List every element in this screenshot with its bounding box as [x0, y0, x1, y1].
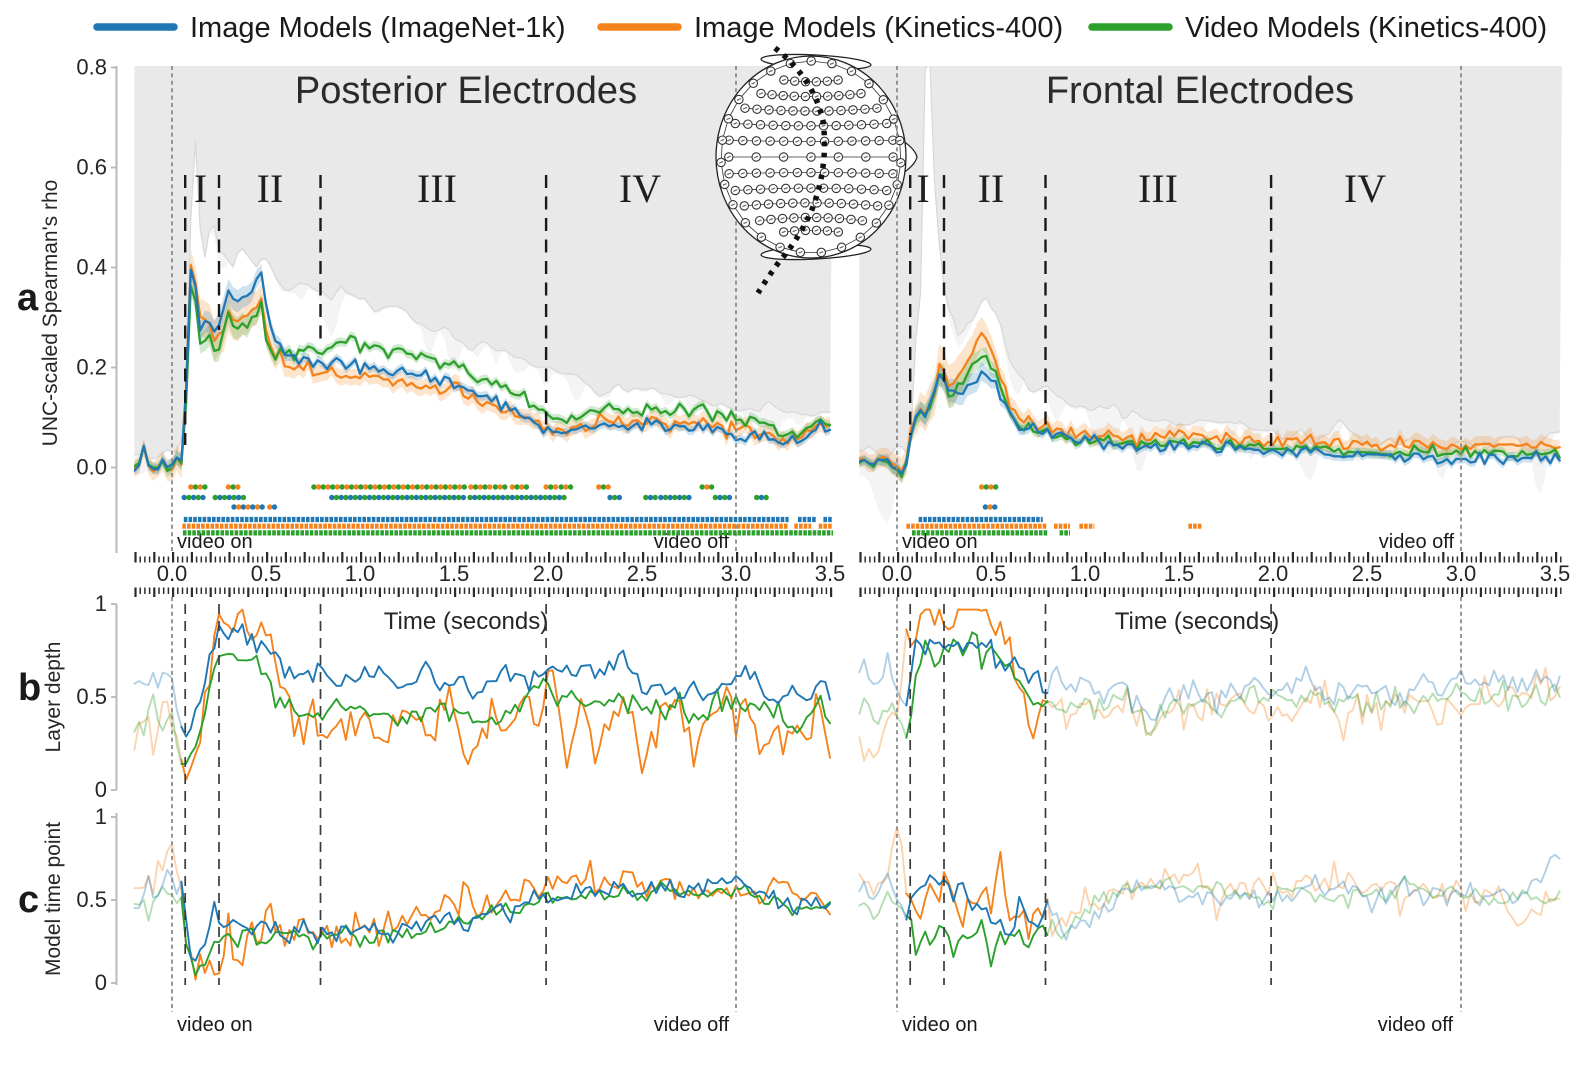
svg-text:video off: video off — [654, 531, 730, 553]
svg-text:2.0: 2.0 — [533, 561, 564, 586]
svg-text:0.5: 0.5 — [976, 561, 1007, 586]
svg-text:1: 1 — [95, 804, 107, 829]
svg-text:Video Models (Kinetics-400): Video Models (Kinetics-400) — [1185, 12, 1547, 44]
svg-text:III: III — [1138, 166, 1178, 211]
svg-text:Time (seconds): Time (seconds) — [384, 608, 548, 635]
svg-text:0.5: 0.5 — [251, 561, 282, 586]
svg-text:Image Models (ImageNet-1k): Image Models (ImageNet-1k) — [190, 12, 566, 44]
svg-text:I: I — [194, 166, 207, 211]
svg-text:IV: IV — [619, 166, 661, 211]
svg-text:1.5: 1.5 — [439, 561, 470, 586]
svg-text:1.0: 1.0 — [345, 561, 376, 586]
svg-text:1: 1 — [95, 591, 107, 616]
svg-text:video off: video off — [1379, 531, 1455, 553]
svg-text:3.5: 3.5 — [1540, 561, 1571, 586]
svg-text:0.6: 0.6 — [76, 155, 107, 180]
svg-text:3.0: 3.0 — [721, 561, 752, 586]
svg-text:video off: video off — [1378, 1014, 1454, 1036]
svg-text:IV: IV — [1344, 166, 1386, 211]
svg-text:II: II — [978, 166, 1005, 211]
svg-text:b: b — [18, 667, 41, 709]
svg-text:video on: video on — [177, 531, 253, 553]
svg-text:video on: video on — [177, 1014, 253, 1036]
svg-text:3.0: 3.0 — [1446, 561, 1477, 586]
svg-text:0.5: 0.5 — [76, 684, 107, 709]
svg-text:Posterior Electrodes: Posterior Electrodes — [295, 70, 637, 112]
svg-text:video off: video off — [654, 1014, 730, 1036]
svg-text:0.5: 0.5 — [76, 887, 107, 912]
svg-text:0.0: 0.0 — [882, 561, 913, 586]
svg-text:2.0: 2.0 — [1258, 561, 1289, 586]
svg-text:0.0: 0.0 — [76, 455, 107, 480]
svg-text:I: I — [916, 166, 929, 211]
svg-text:video on: video on — [902, 1014, 978, 1036]
svg-text:3.5: 3.5 — [815, 561, 846, 586]
svg-text:Image Models (Kinetics-400): Image Models (Kinetics-400) — [694, 12, 1063, 44]
svg-text:1.5: 1.5 — [1164, 561, 1195, 586]
svg-text:video on: video on — [902, 531, 978, 553]
svg-text:Time (seconds): Time (seconds) — [1115, 608, 1279, 635]
svg-text:1.0: 1.0 — [1070, 561, 1101, 586]
svg-text:0.4: 0.4 — [76, 255, 107, 280]
svg-text:a: a — [17, 277, 39, 319]
svg-text:Model time point: Model time point — [42, 822, 65, 976]
svg-text:2.5: 2.5 — [627, 561, 658, 586]
svg-text:2.5: 2.5 — [1352, 561, 1383, 586]
svg-text:II: II — [257, 166, 284, 211]
svg-text:Frontal Electrodes: Frontal Electrodes — [1046, 70, 1354, 112]
svg-text:0: 0 — [95, 970, 107, 995]
svg-text:c: c — [18, 879, 39, 921]
svg-text:UNC-scaled Spearman's rho: UNC-scaled Spearman's rho — [39, 180, 62, 447]
svg-text:0.8: 0.8 — [76, 55, 107, 80]
svg-text:0.0: 0.0 — [157, 561, 188, 586]
svg-text:Layer depth: Layer depth — [42, 642, 65, 753]
svg-text:0.2: 0.2 — [76, 355, 107, 380]
svg-text:III: III — [417, 166, 457, 211]
svg-text:0: 0 — [95, 777, 107, 802]
